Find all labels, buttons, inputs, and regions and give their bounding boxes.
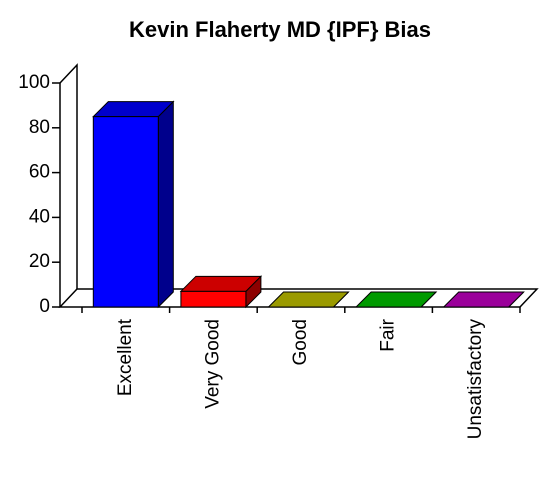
bar — [442, 291, 525, 308]
bar-top — [354, 291, 438, 308]
bar — [267, 291, 350, 308]
bar-side — [157, 100, 174, 309]
back-wall — [59, 63, 78, 289]
bar-front — [92, 116, 159, 308]
y-tick-label: 0 — [39, 296, 50, 317]
x-tick-label: Very Good — [202, 319, 223, 409]
bar-top — [267, 291, 350, 308]
x-tick-label: Unsatisfactory — [465, 319, 486, 440]
chart-title: Kevin Flaherty MD {IPF} Bias — [129, 17, 431, 42]
bar-top — [442, 291, 525, 308]
y-tick-label: 60 — [29, 162, 50, 183]
bar — [179, 275, 263, 309]
bar-front — [180, 290, 247, 308]
bar — [92, 100, 175, 309]
y-tick-label: 80 — [29, 117, 50, 138]
x-tick-label: Good — [290, 319, 311, 365]
bar — [354, 291, 438, 308]
x-tick-label: Fair — [378, 318, 399, 351]
y-tick-label: 40 — [29, 206, 50, 227]
x-tick-label: Excellent — [115, 318, 136, 396]
y-tick-label: 100 — [18, 72, 50, 93]
y-tick-label: 20 — [29, 251, 50, 272]
